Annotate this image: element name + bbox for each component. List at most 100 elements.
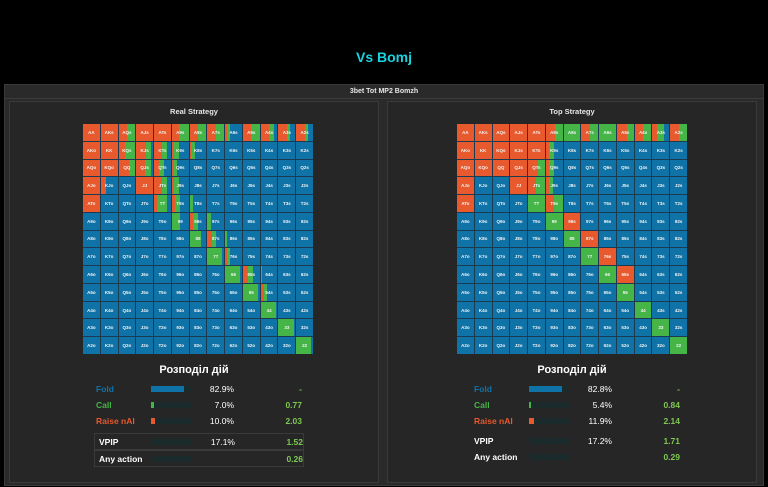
hand-cell-QTs[interactable]: QTs xyxy=(154,159,171,177)
hand-cell-97o[interactable]: 97o xyxy=(545,248,563,266)
hand-cell-Q9o[interactable]: Q9o xyxy=(492,212,510,230)
hand-cell-A2s[interactable]: A2s xyxy=(296,124,313,141)
hand-cell-T5o[interactable]: T5o xyxy=(528,283,545,301)
hand-cell-K9s[interactable]: K9s xyxy=(171,141,189,159)
hand-cell-ATo[interactable]: ATo xyxy=(83,195,100,212)
hand-cell-94s[interactable]: 94s xyxy=(634,212,652,230)
hand-cell-72o[interactable]: 72o xyxy=(207,337,225,354)
hand-cell-A6s[interactable]: A6s xyxy=(599,124,616,141)
hand-cell-QJs[interactable]: QJs xyxy=(510,159,528,177)
hand-cell-A2o[interactable]: A2o xyxy=(83,337,100,354)
hand-cell-QQ[interactable]: QQ xyxy=(118,159,136,177)
hand-cell-J7o[interactable]: J7o xyxy=(136,248,154,266)
hand-cell-96o[interactable]: 96o xyxy=(545,266,563,283)
hand-cell-72o[interactable]: 72o xyxy=(581,337,599,354)
hand-cell-K5s[interactable]: K5s xyxy=(616,141,634,159)
hand-cell-Q8o[interactable]: Q8o xyxy=(118,230,136,248)
hand-cell-Q9s[interactable]: Q9s xyxy=(171,159,189,177)
hand-cell-A3o[interactable]: A3o xyxy=(83,319,100,337)
hand-cell-54o[interactable]: 54o xyxy=(242,301,260,319)
hand-cell-KK[interactable]: KK xyxy=(100,141,118,159)
hand-cell-97o[interactable]: 97o xyxy=(171,248,189,266)
hand-cell-J9s[interactable]: J9s xyxy=(171,177,189,195)
hand-cell-K6o[interactable]: K6o xyxy=(100,266,118,283)
hand-cell-KJs[interactable]: KJs xyxy=(136,141,154,159)
hand-cell-Q4s[interactable]: Q4s xyxy=(260,159,278,177)
hand-cell-A4o[interactable]: A4o xyxy=(457,301,474,319)
hand-cell-97s[interactable]: 97s xyxy=(581,212,599,230)
hand-cell-86o[interactable]: 86o xyxy=(189,266,207,283)
hand-cell-T4o[interactable]: T4o xyxy=(528,301,545,319)
hand-cell-84s[interactable]: 84s xyxy=(634,230,652,248)
hand-cell-KQs[interactable]: KQs xyxy=(118,141,136,159)
hand-cell-63s[interactable]: 63s xyxy=(278,266,296,283)
hand-cell-T4o[interactable]: T4o xyxy=(154,301,171,319)
hand-cell-85s[interactable]: 85s xyxy=(616,230,634,248)
hand-cell-84s[interactable]: 84s xyxy=(260,230,278,248)
hand-cell-K5s[interactable]: K5s xyxy=(242,141,260,159)
hand-cell-86s[interactable]: 86s xyxy=(225,230,242,248)
hand-cell-J8o[interactable]: J8o xyxy=(136,230,154,248)
hand-cell-K5o[interactable]: K5o xyxy=(474,283,492,301)
hand-cell-K5o[interactable]: K5o xyxy=(100,283,118,301)
hand-cell-A4s[interactable]: A4s xyxy=(634,124,652,141)
hand-cell-64s[interactable]: 64s xyxy=(634,266,652,283)
hand-cell-73s[interactable]: 73s xyxy=(652,248,670,266)
hand-cell-A3s[interactable]: A3s xyxy=(652,124,670,141)
hand-cell-A5s[interactable]: A5s xyxy=(242,124,260,141)
hand-cell-Q8s[interactable]: Q8s xyxy=(189,159,207,177)
hand-cell-KQs[interactable]: KQs xyxy=(492,141,510,159)
hand-cell-AJo[interactable]: AJo xyxy=(457,177,474,195)
hand-cell-Q4o[interactable]: Q4o xyxy=(492,301,510,319)
hand-cell-66[interactable]: 66 xyxy=(225,266,242,283)
hand-cell-82o[interactable]: 82o xyxy=(563,337,581,354)
hand-cell-64o[interactable]: 64o xyxy=(599,301,616,319)
hand-cell-65s[interactable]: 65s xyxy=(242,266,260,283)
hand-cell-Q5o[interactable]: Q5o xyxy=(118,283,136,301)
hand-cell-K2s[interactable]: K2s xyxy=(296,141,313,159)
hand-cell-J9o[interactable]: J9o xyxy=(136,212,154,230)
hand-cell-J3s[interactable]: J3s xyxy=(652,177,670,195)
hand-cell-J2s[interactable]: J2s xyxy=(296,177,313,195)
hand-cell-AQo[interactable]: AQo xyxy=(83,159,100,177)
hand-cell-AQs[interactable]: AQs xyxy=(492,124,510,141)
hand-cell-93s[interactable]: 93s xyxy=(652,212,670,230)
hand-cell-Q2s[interactable]: Q2s xyxy=(296,159,313,177)
hand-cell-T6s[interactable]: T6s xyxy=(225,195,242,212)
hand-cell-54s[interactable]: 54s xyxy=(260,283,278,301)
hand-cell-Q9s[interactable]: Q9s xyxy=(545,159,563,177)
hand-cell-32o[interactable]: 32o xyxy=(652,337,670,354)
hand-cell-K8s[interactable]: K8s xyxy=(563,141,581,159)
hand-cell-Q3s[interactable]: Q3s xyxy=(278,159,296,177)
hand-cell-J3o[interactable]: J3o xyxy=(136,319,154,337)
hand-cell-82s[interactable]: 82s xyxy=(296,230,313,248)
hand-cell-92o[interactable]: 92o xyxy=(545,337,563,354)
hand-cell-82o[interactable]: 82o xyxy=(189,337,207,354)
hand-cell-Q2o[interactable]: Q2o xyxy=(118,337,136,354)
hand-cell-Q2s[interactable]: Q2s xyxy=(670,159,687,177)
hand-cell-K6s[interactable]: K6s xyxy=(599,141,616,159)
hand-cell-J7o[interactable]: J7o xyxy=(510,248,528,266)
hand-cell-T2o[interactable]: T2o xyxy=(528,337,545,354)
hand-cell-94o[interactable]: 94o xyxy=(171,301,189,319)
hand-cell-KTs[interactable]: KTs xyxy=(154,141,171,159)
hand-cell-32s[interactable]: 32s xyxy=(670,319,687,337)
hand-cell-J2o[interactable]: J2o xyxy=(136,337,154,354)
hand-cell-A5s[interactable]: A5s xyxy=(616,124,634,141)
hand-cell-AJs[interactable]: AJs xyxy=(510,124,528,141)
hand-cell-33[interactable]: 33 xyxy=(652,319,670,337)
hand-cell-T7o[interactable]: T7o xyxy=(528,248,545,266)
hand-cell-Q7s[interactable]: Q7s xyxy=(581,159,599,177)
hand-cell-J5o[interactable]: J5o xyxy=(510,283,528,301)
hand-cell-87o[interactable]: 87o xyxy=(189,248,207,266)
hand-cell-76s[interactable]: 76s xyxy=(599,248,616,266)
hand-cell-ATs[interactable]: ATs xyxy=(154,124,171,141)
hand-cell-J4o[interactable]: J4o xyxy=(136,301,154,319)
hand-cell-A2s[interactable]: A2s xyxy=(670,124,687,141)
hand-cell-62o[interactable]: 62o xyxy=(225,337,242,354)
hand-cell-A9o[interactable]: A9o xyxy=(83,212,100,230)
hand-cell-T6o[interactable]: T6o xyxy=(528,266,545,283)
hand-cell-75s[interactable]: 75s xyxy=(242,248,260,266)
hand-cell-KJo[interactable]: KJo xyxy=(100,177,118,195)
hand-cell-T8o[interactable]: T8o xyxy=(154,230,171,248)
